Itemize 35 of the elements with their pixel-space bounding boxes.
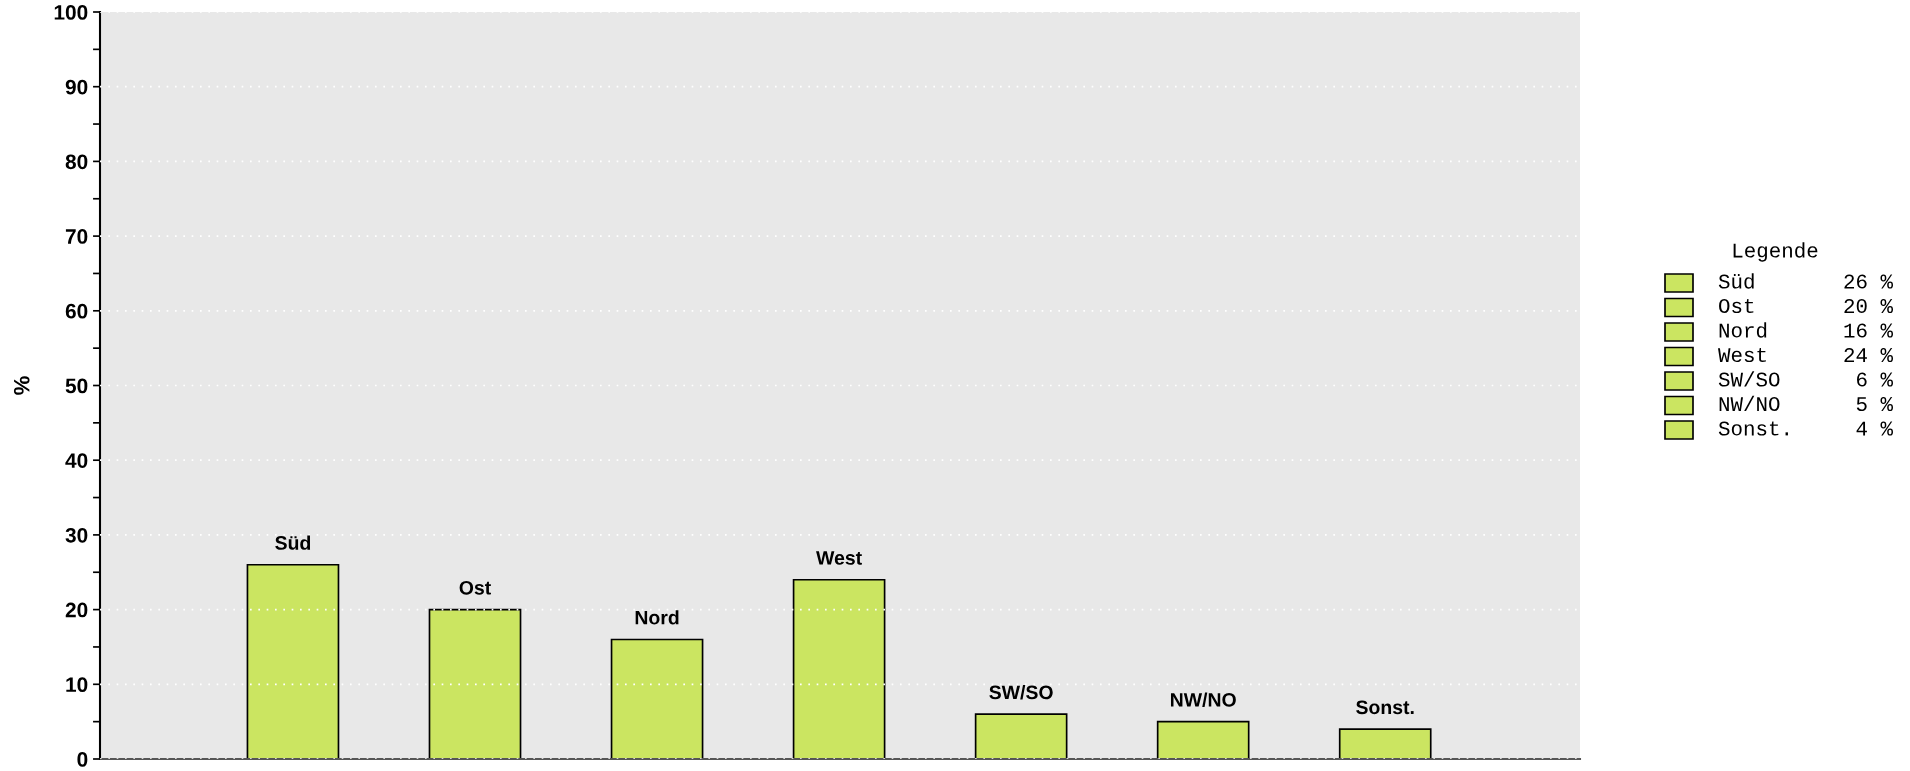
text: 24 %: [1844, 347, 1894, 363]
text: 26 %: [1844, 274, 1894, 289]
bar: [1338, 728, 1432, 759]
x-tick-label: NW/NO: [1170, 692, 1236, 707]
y-axis-title: %: [13, 376, 30, 395]
y-tick-label: 50: [65, 378, 88, 394]
y-tick-label: 90: [65, 79, 88, 95]
text: Sonst.: [1718, 421, 1788, 436]
y-tick-label: 30: [65, 527, 88, 543]
y-tick-label: 60: [65, 303, 88, 319]
text: 6 %: [1857, 372, 1894, 387]
y-tick-label: 20: [65, 602, 88, 618]
y-tick-label: 0: [77, 752, 88, 767]
bar: [610, 638, 704, 759]
y-tick-label: 70: [65, 229, 88, 244]
bar: [1156, 720, 1250, 759]
text: Ost: [1719, 298, 1754, 314]
bar: [246, 563, 340, 759]
text: 20 %: [1844, 298, 1894, 314]
bar: [792, 578, 886, 759]
text: 4 %: [1856, 421, 1894, 436]
y-tick-label: 10: [66, 677, 88, 693]
bar: [974, 713, 1068, 759]
text: 5 %: [1856, 397, 1894, 412]
text: Süd: [1718, 273, 1754, 289]
text: NW/NO: [1719, 395, 1780, 412]
y-tick-label: 100: [54, 5, 88, 20]
bar: [428, 608, 522, 759]
text: Legende: [1733, 242, 1818, 262]
text: SW/SO: [1718, 371, 1780, 387]
y-tick-label: 40: [65, 453, 88, 468]
text: West: [1718, 348, 1766, 363]
y-tick-label: 80: [65, 154, 88, 170]
text: 16 %: [1844, 323, 1894, 338]
text: Nord: [1719, 322, 1767, 338]
